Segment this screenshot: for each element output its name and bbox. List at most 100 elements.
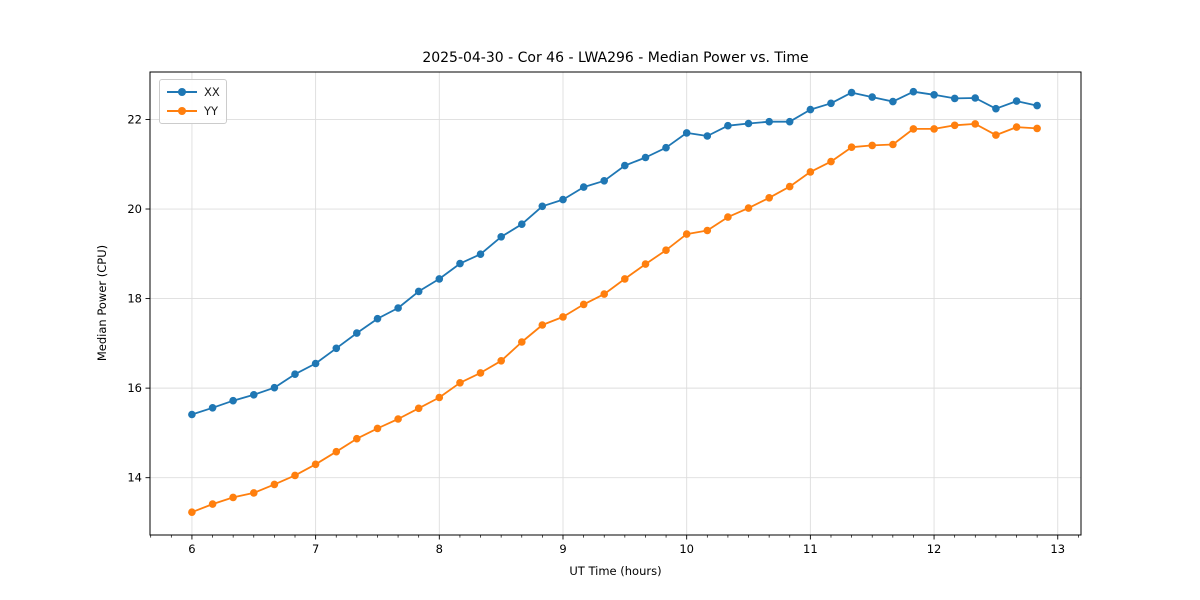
data-point-xx	[559, 195, 567, 204]
x-tick-label: 6	[188, 542, 195, 556]
data-point-xx	[827, 99, 835, 108]
data-point-yy	[538, 321, 547, 329]
data-point-xx	[332, 344, 341, 353]
data-point-yy	[785, 182, 794, 191]
data-point-xx	[724, 121, 732, 130]
legend: XX YY	[159, 79, 227, 124]
x-tick-label: 12	[927, 542, 942, 556]
y-tick-label: 14	[127, 471, 142, 485]
data-point-xx	[538, 202, 547, 211]
data-point-yy	[229, 493, 237, 502]
legend-entry-yy: YY	[167, 104, 226, 118]
y-tick-label: 16	[127, 381, 142, 395]
data-point-yy	[435, 393, 444, 402]
data-point-xx	[1012, 97, 1021, 105]
data-point-xx	[992, 104, 1000, 113]
x-tick-label: 13	[1050, 542, 1065, 556]
data-point-yy	[208, 500, 217, 508]
data-point-yy	[992, 131, 1000, 139]
legend-line-sample-icon	[167, 88, 197, 96]
data-point-yy	[827, 157, 835, 166]
data-point-xx	[518, 220, 526, 228]
data-point-yy	[950, 121, 959, 130]
data-point-yy	[765, 194, 773, 202]
data-point-yy	[971, 120, 979, 128]
data-point-yy	[682, 230, 691, 238]
data-point-yy	[353, 434, 361, 443]
data-point-xx	[621, 161, 629, 170]
data-point-xx	[208, 404, 217, 412]
data-point-xx	[435, 275, 444, 283]
x-axis-label: UT Time (hours)	[569, 564, 662, 578]
data-point-xx	[311, 359, 320, 368]
x-tick-label: 7	[312, 542, 319, 556]
data-point-yy	[806, 168, 815, 176]
data-point-xx	[806, 105, 815, 114]
data-point-yy	[373, 424, 382, 433]
y-tick-label: 22	[127, 112, 142, 126]
data-point-xx	[703, 132, 712, 140]
data-point-yy	[600, 290, 608, 298]
data-point-yy	[291, 471, 299, 480]
data-point-yy	[1012, 123, 1021, 131]
data-point-xx	[641, 153, 650, 162]
data-point-yy	[311, 460, 320, 469]
data-point-yy	[559, 313, 567, 321]
data-point-yy	[456, 379, 464, 387]
data-point-xx	[394, 304, 402, 312]
data-point-xx	[229, 396, 237, 405]
data-point-yy	[270, 480, 279, 489]
data-point-xx	[373, 314, 382, 323]
legend-label-xx: XX	[204, 85, 220, 99]
data-point-xx	[889, 97, 897, 106]
data-point-yy	[847, 143, 856, 151]
legend-entry-xx: XX	[167, 85, 226, 99]
data-point-yy	[868, 141, 876, 150]
data-point-yy	[621, 275, 629, 283]
data-point-yy	[188, 508, 196, 516]
plot-border	[149, 71, 1082, 536]
data-point-xx	[785, 117, 794, 126]
data-point-xx	[950, 94, 959, 103]
data-point-yy	[662, 246, 670, 254]
y-tick-label: 18	[127, 292, 142, 306]
data-point-yy	[909, 125, 918, 133]
data-point-yy	[744, 204, 753, 212]
data-point-yy	[724, 213, 732, 221]
y-tick-label: 20	[127, 202, 142, 216]
data-point-yy	[394, 415, 402, 423]
data-point-xx	[250, 391, 258, 399]
data-point-xx	[579, 183, 588, 191]
data-point-yy	[930, 125, 938, 133]
data-point-yy	[641, 260, 650, 268]
data-point-xx	[971, 94, 979, 102]
data-point-xx	[270, 383, 279, 392]
data-point-xx	[1033, 101, 1041, 110]
data-point-xx	[476, 250, 485, 258]
data-point-yy	[497, 357, 506, 365]
data-point-yy	[1033, 124, 1041, 133]
chart-title: 2025-04-30 - Cor 46 - LWA296 - Median Po…	[422, 50, 809, 66]
x-tick-label: 10	[679, 542, 694, 556]
data-point-xx	[682, 129, 691, 137]
data-point-xx	[291, 370, 299, 379]
data-point-yy	[518, 338, 526, 346]
data-point-yy	[250, 489, 258, 497]
series-line-yy	[191, 123, 1038, 514]
series-line-xx	[191, 90, 1038, 416]
data-point-yy	[476, 369, 485, 377]
data-point-xx	[188, 410, 196, 419]
data-point-xx	[600, 177, 608, 185]
y-axis-label: Median Power (CPU)	[95, 244, 109, 362]
data-point-xx	[930, 91, 938, 99]
data-point-xx	[909, 87, 918, 96]
data-point-xx	[868, 93, 876, 101]
data-point-xx	[744, 119, 753, 128]
data-point-xx	[765, 117, 773, 126]
x-tick-label: 8	[436, 542, 443, 556]
data-point-yy	[414, 404, 423, 413]
data-point-xx	[847, 88, 856, 97]
data-point-xx	[456, 259, 464, 268]
